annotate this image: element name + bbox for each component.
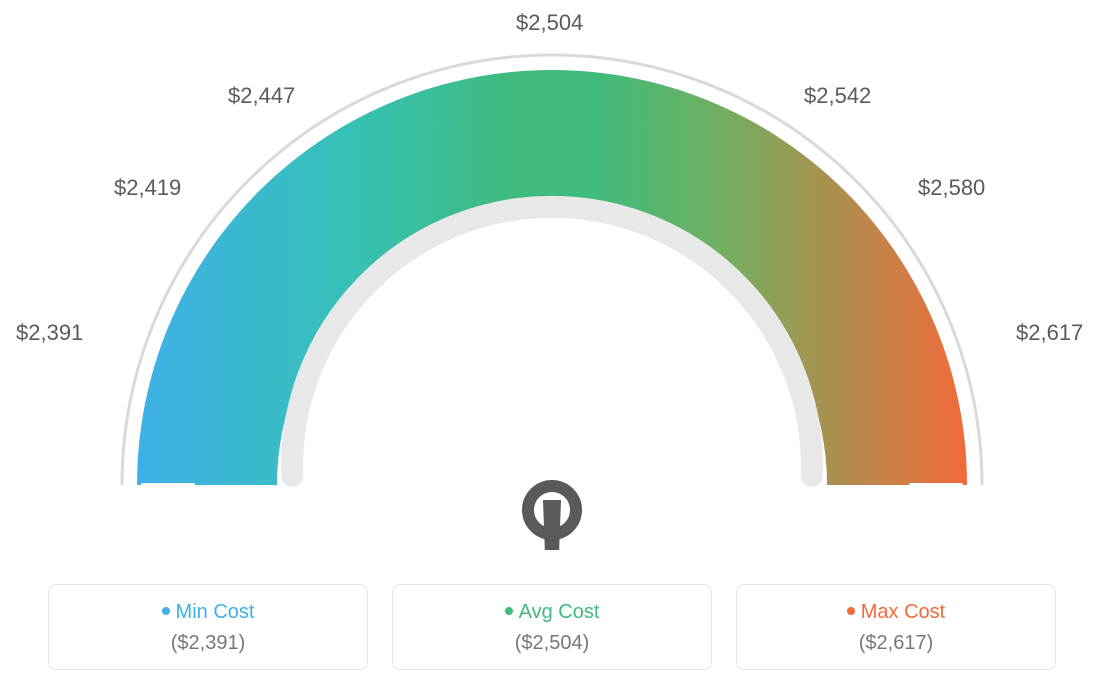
legend-avg-value: ($2,504) bbox=[413, 632, 691, 655]
gauge-needle bbox=[528, 486, 576, 550]
legend-min-title: Min Cost bbox=[69, 601, 347, 624]
color-band bbox=[137, 70, 967, 485]
legend-min: Min Cost ($2,391) bbox=[48, 584, 368, 670]
legend-avg-label: Avg Cost bbox=[519, 601, 600, 623]
tick-label-5: $2,580 bbox=[918, 175, 985, 201]
dot-icon bbox=[847, 607, 855, 615]
legend-min-value: ($2,391) bbox=[69, 632, 347, 655]
legend-avg: Avg Cost ($2,504) bbox=[392, 584, 712, 670]
legend-row: Min Cost ($2,391) Avg Cost ($2,504) Max … bbox=[0, 584, 1104, 670]
tick-label-1: $2,419 bbox=[114, 175, 181, 201]
tick-label-2: $2,447 bbox=[228, 83, 295, 109]
tick-label-6: $2,617 bbox=[1016, 320, 1083, 346]
legend-avg-title: Avg Cost bbox=[413, 601, 691, 624]
dot-icon bbox=[505, 607, 513, 615]
dot-icon bbox=[162, 607, 170, 615]
legend-max: Max Cost ($2,617) bbox=[736, 584, 1056, 670]
legend-max-value: ($2,617) bbox=[757, 632, 1035, 655]
legend-max-label: Max Cost bbox=[861, 601, 945, 623]
tick-label-3: $2,504 bbox=[516, 10, 583, 36]
tick-label-0: $2,391 bbox=[16, 320, 83, 346]
legend-max-title: Max Cost bbox=[757, 601, 1035, 624]
tick-label-4: $2,542 bbox=[804, 83, 871, 109]
legend-min-label: Min Cost bbox=[176, 601, 255, 623]
gauge-chart: $2,391 $2,419 $2,447 $2,504 $2,542 $2,58… bbox=[0, 0, 1104, 560]
